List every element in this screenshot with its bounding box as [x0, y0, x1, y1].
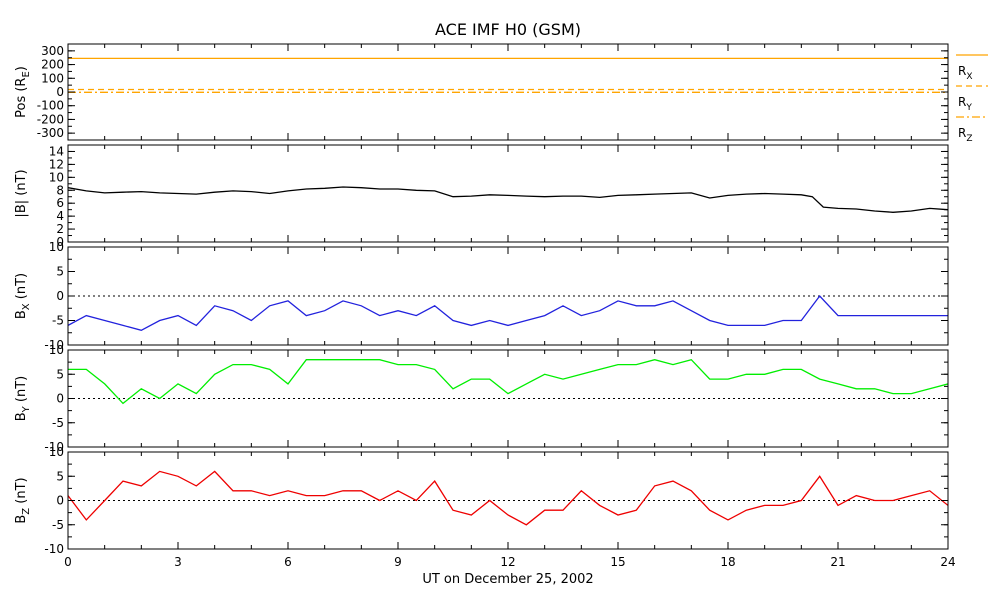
y-tick-label: 5 [56, 469, 64, 483]
y-tick-label: 10 [49, 445, 64, 459]
y-tick-label: 5 [56, 265, 64, 279]
y-axis-label-subscript: Y [21, 405, 32, 413]
y-tick-label: -10 [44, 542, 64, 556]
y-tick-label: 4 [56, 209, 64, 223]
y-tick-label: -5 [52, 314, 64, 328]
y-tick-label: 14 [49, 144, 64, 158]
series-line-bx-0 [68, 294, 948, 331]
legend-label-subscript: Y [965, 103, 972, 113]
y-tick-label: 0 [56, 289, 64, 303]
y-tick-label: 10 [49, 170, 64, 184]
y-tick-label: 10 [49, 343, 64, 357]
y-tick-label: 12 [49, 157, 64, 171]
y-tick-label: 0 [56, 494, 64, 508]
legend-label-subscript: Z [966, 134, 972, 144]
legend-label-0: RX [958, 64, 973, 82]
y-tick-label: 2 [56, 222, 64, 236]
panel-bx: -10 -5 0 5 10 BX (nT) [14, 240, 949, 352]
y-tick-label: -300 [37, 126, 64, 140]
x-tick-label: 0 [64, 555, 72, 569]
x-tick-label: 15 [610, 555, 625, 569]
legend-label-subscript: X [966, 72, 972, 82]
y-axis-label-end: ) [14, 66, 29, 71]
legend-label-1: RY [958, 95, 972, 113]
x-tick-label: 24 [940, 555, 955, 569]
y-tick-label: -10 [44, 338, 64, 352]
y-tick-label: -200 [37, 112, 64, 126]
y-tick-label: 6 [56, 196, 64, 210]
y-tick-label: 200 [41, 58, 64, 72]
series-line-bz-0 [68, 470, 948, 526]
legend-label-text: R [958, 64, 966, 78]
x-tick-label: 6 [284, 555, 292, 569]
y-tick-label: 10 [49, 240, 64, 254]
y-axis-label-text: B [14, 310, 29, 319]
y-axis-label-end: (nT) [14, 376, 29, 406]
y-axis-label-pos: Pos (RE) [14, 66, 32, 118]
y-axis-label-bx: BX (nT) [14, 273, 32, 319]
legend-label-2: RZ [958, 126, 973, 144]
x-tick-label: 18 [720, 555, 735, 569]
y-axis-label-subscript: Z [21, 508, 32, 515]
x-tick-label: 12 [500, 555, 515, 569]
y-tick-label: 300 [41, 44, 64, 58]
y-axis-label-by: BY (nT) [14, 376, 32, 422]
y-axis-label-end: (nT) [14, 477, 29, 507]
legend-label-text: R [958, 126, 966, 140]
y-axis-label-text: Pos (R [14, 78, 29, 118]
chart-title: ACE IMF H0 (GSM) [435, 20, 581, 39]
y-tick-label: -5 [52, 416, 64, 430]
y-tick-label: 0 [56, 235, 64, 249]
x-axis-label: UT on December 25, 2002 [422, 572, 593, 587]
y-tick-label: 0 [56, 85, 64, 99]
y-axis-label-subscript: X [21, 303, 32, 310]
y-tick-label: 5 [56, 367, 64, 381]
y-tick-label: -100 [37, 99, 64, 113]
series-line-btot-0 [68, 186, 948, 213]
y-axis-label-bz: BZ (nT) [14, 477, 32, 523]
y-tick-label: 8 [56, 183, 64, 197]
panel-by: -10 -5 0 5 10 BY (nT) [14, 343, 949, 454]
y-axis-label-btot: |B| (nT) [14, 169, 29, 217]
panel-bz: -10 -5 0 5 10 BZ (nT) [14, 445, 949, 556]
y-axis-label-text: B [14, 412, 29, 421]
x-tick-label: 3 [174, 555, 182, 569]
y-axis-label-end: (nT) [14, 273, 29, 303]
series-line-by-0 [68, 358, 948, 405]
legend-label-text: R [958, 95, 966, 109]
x-axis-tick-labels: 0 3 6 9 12 15 18 21 24 [64, 555, 955, 569]
x-tick-label: 9 [394, 555, 402, 569]
y-axis-label-text: |B| (nT) [14, 169, 29, 217]
y-tick-label: 100 [41, 71, 64, 85]
y-axis-label-subscript: E [21, 71, 32, 77]
y-tick-label: -5 [52, 518, 64, 532]
y-axis-label-text: B [14, 515, 29, 524]
x-tick-label: 21 [830, 555, 845, 569]
y-tick-label: -10 [44, 440, 64, 454]
y-tick-label: 0 [56, 392, 64, 406]
